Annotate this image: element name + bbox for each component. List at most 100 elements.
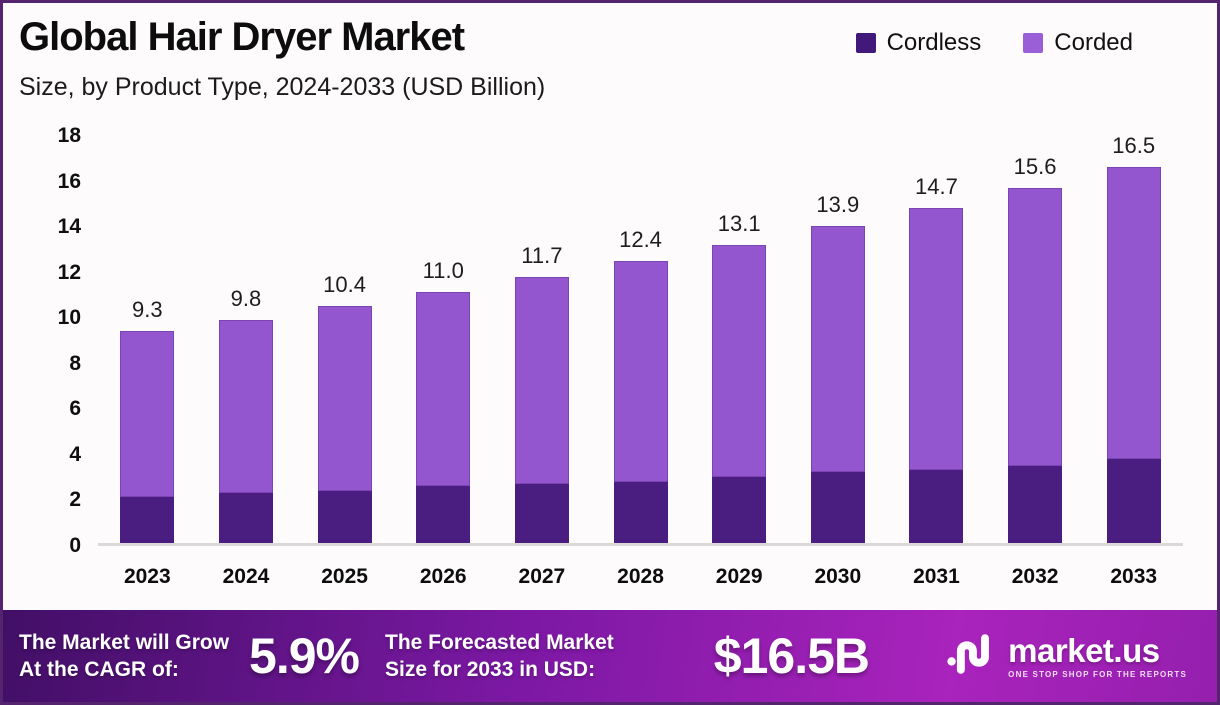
cagr-value: 5.9% [249,628,360,684]
market-us-logo: market.us ONE STOP SHOP FOR THE REPORTS [946,631,1187,682]
logo-text: market.us [1008,631,1160,669]
stacked-bar-2023: 9.3 [120,297,175,543]
bar-segment-corded [514,276,569,484]
plot-area: 9.3 2023 9.8 2024 10.4 2025 11.0 2026 11.7 2027 12… [98,133,1183,588]
bar-total-label: 11.0 [422,258,464,284]
bar-segment-cordless [514,483,569,543]
bar-segment-cordless [613,481,668,543]
y-axis-tick-16: 16 [57,169,81,193]
bar-segment-corded [1008,187,1063,466]
bar-group-2027: 11.7 2027 [493,136,592,588]
bar-group-2023: 9.3 2023 [98,136,197,588]
stacked-bar-2024: 9.8 [218,286,273,543]
bar-group-2026: 11.0 2026 [394,136,493,588]
stacked-bar-2027: 11.7 [514,243,569,543]
bar-segment-cordless [1008,465,1063,543]
bar-total-label: 16.5 [1112,133,1156,159]
bar-group-2031: 14.7 2031 [887,136,986,588]
forecast-value: $16.5B [713,628,870,684]
forecast-label: The Forecasted Market Size for 2033 in U… [385,629,614,684]
bar-total-label: 12.4 [619,226,662,252]
chart-area: 18 16 14 12 10 8 6 4 2 0 9.3 2023 9.8 2024 10.4 2025 11… [3,3,1217,702]
bar-group-2033: 16.5 2033 [1084,133,1183,588]
logo-wave-icon [946,631,998,682]
bar-total-label: 11.7 [521,242,563,268]
legend: Cordless Corded [855,29,1133,57]
bar-segment-corded [810,226,865,473]
cagr-label-line2: At the CAGR of: [19,658,179,681]
y-axis-tick-4: 4 [69,442,81,466]
bar-total-label: 13.1 [717,210,761,236]
bar-segment-corded [218,319,273,493]
bar-segment-corded [613,260,668,482]
bar-segment-corded [712,244,767,477]
bar-segment-corded [120,331,175,498]
bar-total-label: 9.8 [230,285,262,311]
bar-group-2025: 10.4 2025 [295,136,394,588]
bar-group-2030: 13.9 2030 [788,136,887,588]
x-axis-label-2027: 2027 [518,565,566,588]
bar-total-label: 10.4 [323,272,367,298]
legend-item-cordless: Cordless [855,29,982,57]
stacked-bar-2031: 14.7 [909,174,964,543]
bar-segment-corded [909,208,964,471]
legend-swatch-cordless [855,33,876,53]
bar-segment-cordless [218,492,273,543]
bar-total-label: 13.9 [816,192,860,218]
bar-segment-cordless [120,497,175,543]
y-axis-tick-8: 8 [69,351,81,375]
stacked-bar-2029: 13.1 [712,211,767,543]
x-axis-label-2032: 2032 [1011,565,1059,588]
y-axis-tick-2: 2 [69,488,81,512]
bar-total-label: 15.6 [1013,153,1057,179]
forecast-label-line2: Size for 2033 in USD: [385,658,596,681]
bar-group-2028: 12.4 2028 [591,136,690,588]
bar-group-2032: 15.6 2032 [986,136,1085,588]
stacked-bar-2033: 16.5 [1106,133,1161,543]
forecast-label-line1: The Forecasted Market [385,630,614,654]
x-axis-label-2028: 2028 [617,565,664,588]
page-subtitle: Size, by Product Type, 2024-2033 (USD Bi… [19,73,546,101]
bar-segment-cordless [317,490,372,543]
bar-segment-corded [1106,167,1161,459]
bar-segment-cordless [909,470,964,543]
x-axis-label-2031: 2031 [913,565,960,588]
x-axis-label-2026: 2026 [419,565,467,588]
bar-total-label: 14.7 [915,174,958,200]
legend-label: Cordless [886,29,982,56]
cagr-label: The Market will Grow At the CAGR of: [19,629,229,684]
x-axis-label-2025: 2025 [321,565,368,588]
bar-segment-corded [416,292,471,487]
cagr-label-line1: The Market will Grow [19,630,230,654]
x-axis-label-2030: 2030 [814,565,862,588]
x-axis-label-2033: 2033 [1110,565,1158,588]
bar-segment-cordless [712,476,767,543]
bar-segment-cordless [416,486,471,543]
bar-group-2024: 9.8 2024 [197,136,296,588]
legend-swatch-corded [1023,33,1044,53]
bar-group-2029: 13.1 2029 [690,136,789,588]
bar-total-label: 9.3 [132,297,163,323]
x-axis-label-2023: 2023 [123,565,171,588]
bar-segment-cordless [810,472,865,543]
y-axis-tick-6: 6 [69,397,81,421]
legend-label: Corded [1054,29,1133,56]
bottom-banner: The Market will Grow At the CAGR of: 5.9… [3,610,1217,702]
y-axis-tick-10: 10 [57,306,81,330]
x-axis-label-2029: 2029 [715,565,763,588]
legend-item-corded: Corded [1023,29,1133,57]
y-axis-tick-0: 0 [69,534,81,557]
x-axis-label-2024: 2024 [222,565,270,588]
stacked-bar-2025: 10.4 [317,272,372,543]
y-axis-tick-12: 12 [57,260,81,284]
stacked-bar-2026: 11.0 [416,258,471,543]
y-axis-tick-18: 18 [57,124,81,147]
stacked-bar-2028: 12.4 [613,227,668,543]
bar-segment-corded [317,306,372,491]
stacked-bar-2030: 13.9 [810,192,865,543]
page-title: Global Hair Dryer Market [19,15,465,59]
stacked-bar-2032: 15.6 [1008,154,1063,543]
bar-segment-cordless [1106,458,1161,543]
logo-tagline: ONE STOP SHOP FOR THE REPORTS [1008,669,1187,679]
